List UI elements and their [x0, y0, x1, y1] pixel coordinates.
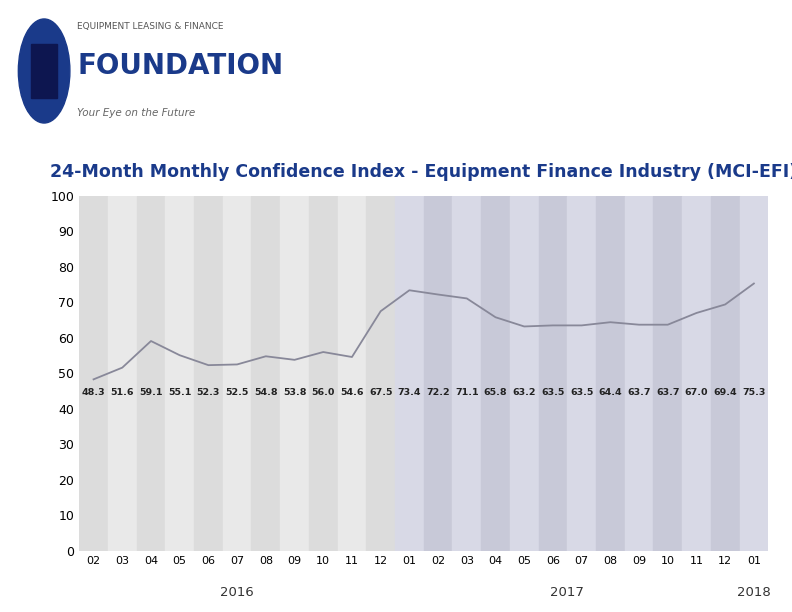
- Bar: [194, 196, 223, 551]
- Text: 2017: 2017: [550, 586, 584, 599]
- Text: 2016: 2016: [220, 586, 254, 599]
- Text: 53.8: 53.8: [283, 387, 307, 397]
- Text: EQUIPMENT LEASING & FINANCE: EQUIPMENT LEASING & FINANCE: [78, 23, 224, 31]
- Text: 54.8: 54.8: [254, 387, 278, 397]
- Bar: [510, 196, 539, 551]
- Text: 63.5: 63.5: [570, 387, 593, 397]
- Bar: [424, 196, 452, 551]
- Bar: [482, 196, 510, 551]
- Text: 69.4: 69.4: [714, 387, 737, 397]
- Text: 52.3: 52.3: [196, 387, 220, 397]
- Bar: [79, 196, 108, 551]
- Text: 59.1: 59.1: [139, 387, 162, 397]
- Text: 63.2: 63.2: [512, 387, 536, 397]
- Bar: [337, 196, 366, 551]
- Bar: [280, 196, 309, 551]
- Text: 63.7: 63.7: [627, 387, 651, 397]
- Text: 67.5: 67.5: [369, 387, 392, 397]
- Text: 67.0: 67.0: [685, 387, 708, 397]
- Text: 2018: 2018: [737, 586, 771, 599]
- Bar: [137, 196, 166, 551]
- Bar: [309, 196, 337, 551]
- Bar: [252, 196, 280, 551]
- Bar: [567, 196, 596, 551]
- Bar: [740, 196, 768, 551]
- Text: 55.1: 55.1: [168, 387, 192, 397]
- Text: 65.8: 65.8: [484, 387, 508, 397]
- Bar: [166, 196, 194, 551]
- Text: 52.5: 52.5: [226, 387, 249, 397]
- Text: FOUNDATION: FOUNDATION: [78, 52, 284, 80]
- Bar: [653, 196, 682, 551]
- Bar: [711, 196, 740, 551]
- Bar: [625, 196, 653, 551]
- Bar: [108, 196, 137, 551]
- Bar: [32, 44, 57, 98]
- Text: 64.4: 64.4: [599, 387, 623, 397]
- Bar: [682, 196, 711, 551]
- Text: 73.4: 73.4: [398, 387, 421, 397]
- Text: 63.7: 63.7: [656, 387, 680, 397]
- Bar: [223, 196, 252, 551]
- Text: 51.6: 51.6: [111, 387, 134, 397]
- Bar: [366, 196, 395, 551]
- Text: 72.2: 72.2: [426, 387, 450, 397]
- Text: 24-Month Monthly Confidence Index - Equipment Finance Industry (MCI-EFI): 24-Month Monthly Confidence Index - Equi…: [50, 163, 792, 181]
- Text: 71.1: 71.1: [455, 387, 478, 397]
- Text: Your Eye on the Future: Your Eye on the Future: [78, 108, 196, 118]
- Bar: [395, 196, 424, 551]
- Bar: [539, 196, 567, 551]
- Text: 48.3: 48.3: [82, 387, 105, 397]
- Bar: [452, 196, 481, 551]
- Text: 63.5: 63.5: [541, 387, 565, 397]
- Bar: [596, 196, 625, 551]
- Ellipse shape: [18, 19, 70, 123]
- Text: 75.3: 75.3: [742, 387, 766, 397]
- Text: 54.6: 54.6: [341, 387, 364, 397]
- Text: 56.0: 56.0: [311, 387, 335, 397]
